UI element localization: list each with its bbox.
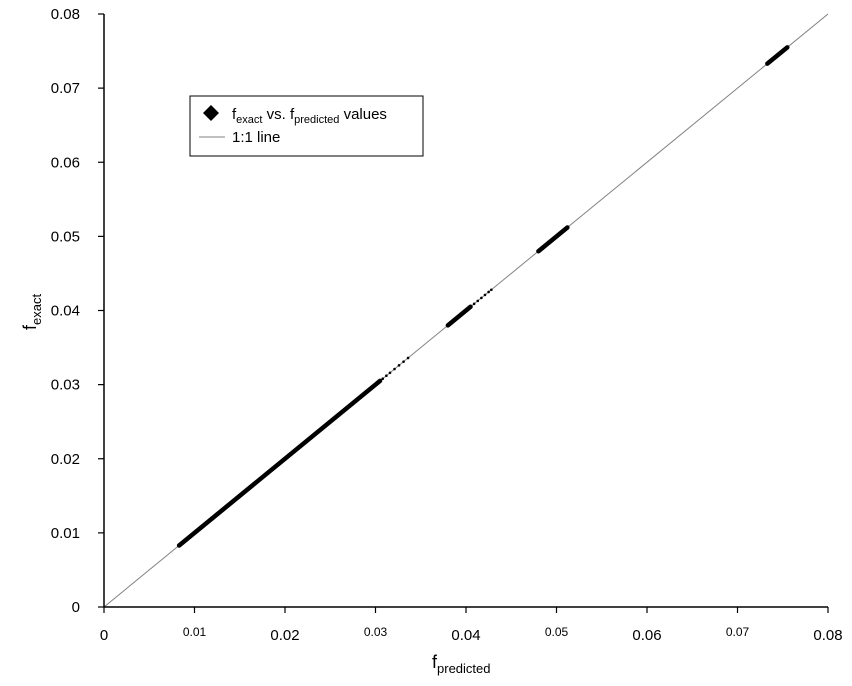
y-tick-label: 0.02 [51, 451, 80, 468]
legend-diamond-marker [203, 105, 219, 121]
y-tick-label: 0.04 [51, 303, 80, 320]
data-point-cluster [536, 225, 570, 254]
data-point [397, 364, 401, 367]
legend-box [189, 95, 424, 157]
data-point [406, 356, 410, 360]
y-tick-label: 0 [72, 599, 80, 616]
data-point [490, 288, 493, 292]
data-point-cluster [176, 378, 383, 548]
x-tick-label: 0.08 [813, 627, 842, 644]
data-point [487, 290, 490, 294]
data-point [476, 299, 480, 303]
y-tick-label: 0.05 [51, 228, 80, 245]
x-tick-label: 0.07 [726, 625, 750, 639]
y-tick-label: 0.08 [51, 6, 80, 23]
axes: 0 0.01 0.02 0.03 0.04 0.05 0.06 0.07 0.08 0 0.01 0.… [51, 6, 843, 644]
y-tick-label: 0.03 [51, 377, 80, 394]
legend-entry-line: 1:1 line [232, 129, 280, 146]
y-tick-label: 0.06 [51, 154, 80, 171]
data-point [385, 374, 388, 378]
x-tick-label: 0.01 [183, 625, 207, 639]
data-point [483, 293, 487, 297]
data-point [402, 360, 405, 363]
x-tick-label: 0.03 [364, 625, 388, 639]
y-tick-label: 0.01 [51, 525, 80, 542]
data-point-cluster [445, 304, 473, 328]
data-points-layer [176, 45, 790, 548]
legend-entry-points: fexact vs. fpredicted values [232, 106, 387, 126]
x-tick-label: 0.05 [545, 625, 569, 639]
x-tick-label: 0.04 [451, 627, 480, 644]
x-tick-label: 0.06 [632, 627, 661, 644]
x-axis-title: fpredicted [432, 652, 491, 676]
x-tick-label: 0 [100, 627, 108, 644]
data-point [472, 302, 476, 306]
data-point [381, 377, 385, 380]
data-point [388, 371, 392, 375]
y-axis-title: fexact [20, 294, 44, 330]
x-tick-label: 0.02 [270, 627, 299, 644]
data-point [480, 296, 483, 300]
y-tick-label: 0.07 [51, 80, 80, 97]
legend: fexact vs. fpredicted values 1:1 line [189, 95, 424, 157]
data-point [393, 367, 396, 371]
data-point-cluster [765, 45, 790, 66]
